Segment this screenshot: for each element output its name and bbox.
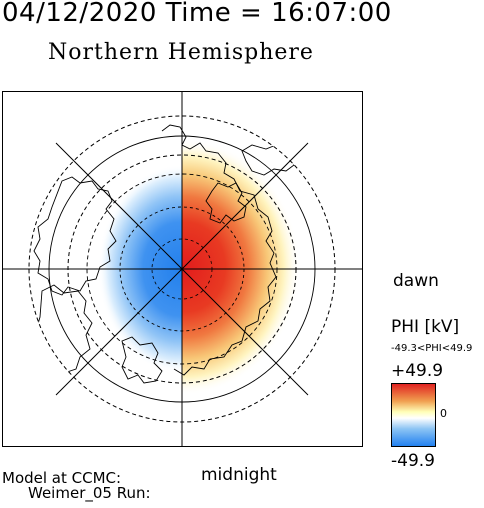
dawn-label: dawn [393, 271, 439, 291]
timestamp: 04/12/2020 Time = 16:07:00 [2, 0, 392, 28]
polar-map [2, 91, 363, 447]
model-credit: Model at CCMC: [2, 469, 122, 487]
legend-range: -49.3<PHI<49.9 [391, 343, 473, 354]
page-title: Northern Hemisphere [48, 40, 314, 65]
colorbar [391, 383, 436, 447]
meridian-grid [2, 91, 363, 447]
legend-max: +49.9 [391, 361, 444, 381]
model-run: Weimer_05 Run: [28, 484, 151, 502]
legend-zero: 0 [440, 407, 447, 420]
legend-title: PHI [kV] [391, 317, 460, 337]
midnight-label: midnight [201, 465, 277, 485]
legend-min: -49.9 [391, 451, 435, 471]
positive-cell [182, 139, 300, 395]
